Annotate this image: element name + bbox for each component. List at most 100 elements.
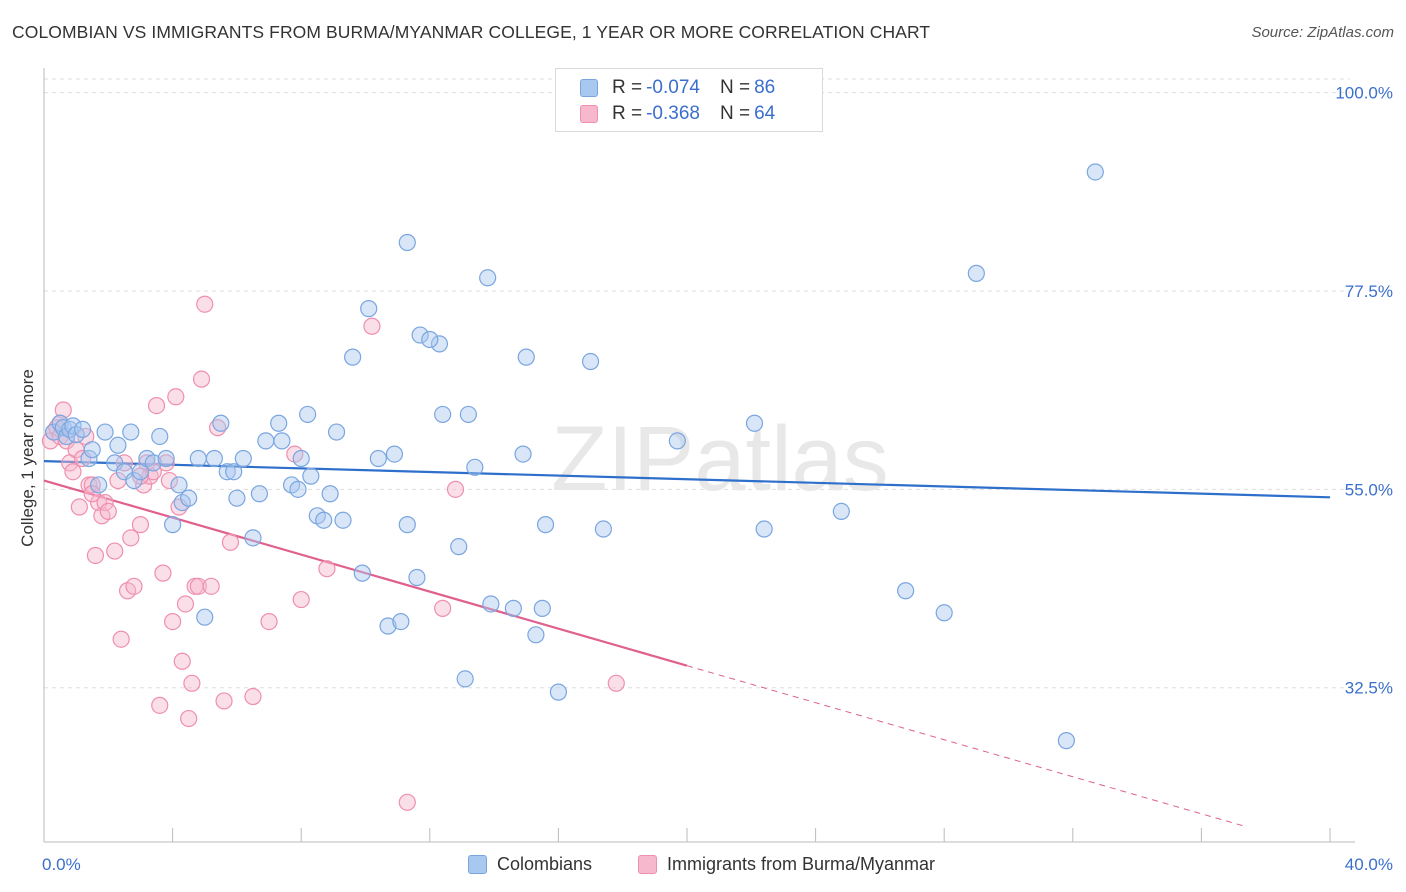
y-tick-label: 100.0%: [1335, 84, 1393, 103]
data-point-colombians: [527, 626, 545, 644]
data-point-burma: [112, 630, 130, 648]
data-point-colombians: [581, 352, 600, 371]
r-value: -0.368: [646, 103, 700, 124]
data-point-burma: [244, 687, 262, 706]
watermark: ZIPatlas: [551, 408, 888, 510]
data-point-colombians: [594, 520, 613, 538]
y-axis-label: College, 1 year or more: [18, 369, 37, 547]
legend-row-burma: R = -0.368 N = 64: [580, 102, 775, 126]
data-point-burma: [173, 652, 191, 670]
data-point-burma: [180, 709, 198, 728]
data-point-burma: [125, 577, 143, 595]
data-point-burma: [196, 295, 214, 313]
grid-lines: [44, 78, 1350, 689]
data-point-colombians: [90, 476, 108, 494]
data-point-burma: [202, 577, 220, 595]
data-point-burma: [192, 370, 211, 388]
data-point-burma: [215, 692, 233, 710]
data-point-colombians: [218, 463, 236, 481]
n-value: 64: [754, 103, 776, 124]
tick-labels: 32.5% 55.0% 77.5% 100.0% 0.0% 40.0%: [42, 84, 1393, 874]
y-tick-label: 55.0%: [1345, 480, 1393, 499]
data-point-colombians: [482, 595, 500, 613]
data-point-burma: [189, 577, 207, 595]
data-point-colombians: [73, 420, 92, 439]
data-point-colombians: [212, 414, 230, 432]
r-label: R =: [612, 103, 643, 124]
data-point-colombians: [533, 599, 551, 617]
data-point-burma: [446, 480, 465, 498]
data-point-colombians: [321, 485, 339, 503]
data-point-burma: [135, 476, 153, 494]
data-point-colombians: [549, 683, 568, 701]
data-point-burma: [147, 397, 166, 415]
data-point-burma: [260, 612, 278, 631]
data-point-burma: [122, 529, 140, 547]
data-point-burma: [99, 502, 117, 520]
data-point-burma: [607, 674, 625, 692]
data-point-colombians: [299, 405, 317, 424]
data-point-burma: [70, 498, 88, 516]
data-point-burma: [363, 317, 381, 335]
n-label: N =: [719, 77, 751, 98]
data-point-burma: [151, 696, 169, 714]
chart-title: COLOMBIAN VS IMMIGRANTS FROM BURMA/MYANM…: [12, 22, 931, 42]
legend-swatch-colombians: [468, 854, 487, 874]
data-point-colombians: [1057, 732, 1075, 750]
data-point-colombians: [234, 449, 252, 468]
data-point-colombians: [244, 529, 262, 547]
data-point-colombians: [292, 449, 310, 468]
data-point-colombians: [315, 511, 333, 529]
legend-label-colombians: Colombians: [497, 853, 593, 874]
legend-swatch-colombians: [580, 79, 598, 97]
data-point-colombians: [327, 423, 346, 441]
data-point-colombians: [122, 423, 140, 441]
legend-item-burma: Immigrants from Burma/Myanmar: [638, 852, 935, 876]
data-point-burma: [434, 599, 452, 617]
data-point-colombians: [270, 414, 288, 432]
data-point-colombians: [536, 516, 555, 534]
data-point-colombians: [180, 489, 198, 507]
data-point-colombians: [189, 449, 207, 468]
trend-line-burma: [43, 479, 688, 667]
series-colombians-points: [45, 163, 1104, 750]
r-label: R =: [612, 77, 643, 98]
data-point-burma: [221, 533, 240, 551]
trend-line-colombians: [43, 460, 1331, 499]
data-point-burma: [292, 590, 310, 609]
data-point-burma: [167, 388, 185, 406]
data-point-colombians: [144, 454, 162, 472]
legend-row-colombians: R = -0.074 N = 86: [580, 76, 775, 100]
data-point-colombians: [80, 449, 98, 468]
axes: [43, 68, 1355, 843]
data-point-colombians: [228, 489, 246, 507]
data-point-colombians: [96, 423, 114, 441]
data-point-colombians: [967, 264, 985, 282]
data-point-colombians: [897, 582, 915, 600]
series-burma-points: [41, 295, 625, 811]
data-point-colombians: [273, 432, 291, 450]
r-value: -0.074: [646, 77, 700, 98]
data-point-colombians: [369, 449, 387, 468]
data-point-colombians: [755, 520, 773, 538]
trend-line-burma-extrapolated: [686, 665, 1244, 827]
data-point-colombians: [450, 538, 468, 556]
data-point-colombians: [1086, 163, 1104, 181]
data-point-burma: [106, 542, 124, 560]
data-point-burma: [83, 476, 101, 494]
n-label: N =: [719, 103, 751, 124]
data-point-burma: [96, 493, 114, 512]
data-point-colombians: [517, 348, 535, 366]
data-point-burma: [160, 471, 178, 490]
data-point-colombians: [459, 405, 477, 424]
data-point-colombians: [164, 516, 182, 534]
data-point-colombians: [479, 269, 497, 287]
n-value: 86: [754, 77, 776, 98]
x-tick-label: 40.0%: [1345, 855, 1393, 874]
data-point-colombians: [196, 608, 214, 626]
data-point-colombians: [504, 599, 522, 617]
data-point-colombians: [385, 445, 404, 463]
data-point-colombians: [344, 348, 362, 366]
data-point-colombians: [83, 441, 101, 459]
